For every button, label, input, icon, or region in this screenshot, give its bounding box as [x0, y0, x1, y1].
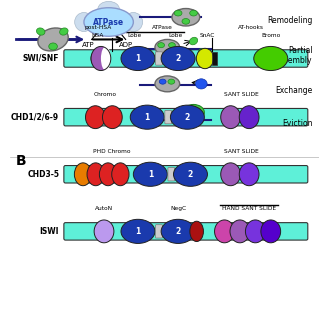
Text: ATPase: ATPase: [93, 18, 124, 27]
FancyBboxPatch shape: [165, 110, 172, 124]
Bar: [212, 52, 217, 65]
FancyBboxPatch shape: [168, 168, 175, 181]
Text: Remodeling: Remodeling: [267, 16, 312, 25]
Ellipse shape: [245, 220, 265, 243]
Text: PHD Chromo: PHD Chromo: [93, 149, 131, 154]
Ellipse shape: [124, 12, 143, 32]
Ellipse shape: [159, 79, 166, 84]
Text: post-HSA: post-HSA: [84, 25, 111, 30]
Text: AT-hooks: AT-hooks: [238, 25, 264, 30]
Text: HSA: HSA: [92, 33, 104, 38]
Text: Eviction: Eviction: [282, 119, 312, 128]
Text: Lobe: Lobe: [168, 33, 182, 38]
FancyBboxPatch shape: [64, 50, 308, 67]
Text: SnAC: SnAC: [200, 33, 215, 38]
Text: HAND SANT SLIDE: HAND SANT SLIDE: [222, 206, 276, 211]
Ellipse shape: [161, 46, 195, 70]
Ellipse shape: [182, 19, 190, 24]
Ellipse shape: [36, 28, 45, 35]
Ellipse shape: [91, 46, 111, 70]
Ellipse shape: [49, 43, 57, 50]
FancyBboxPatch shape: [64, 165, 308, 183]
Ellipse shape: [75, 12, 93, 32]
Ellipse shape: [183, 105, 204, 120]
Text: AutoN: AutoN: [95, 206, 113, 211]
FancyBboxPatch shape: [156, 52, 162, 65]
Ellipse shape: [112, 163, 129, 186]
Text: 2: 2: [175, 54, 181, 63]
Text: NegC: NegC: [170, 206, 186, 211]
Ellipse shape: [158, 43, 164, 48]
Ellipse shape: [189, 37, 198, 45]
Ellipse shape: [94, 220, 114, 243]
FancyBboxPatch shape: [64, 223, 308, 240]
Ellipse shape: [221, 106, 241, 129]
Ellipse shape: [230, 220, 250, 243]
Ellipse shape: [239, 106, 259, 129]
Text: Lobe: Lobe: [128, 33, 142, 38]
Text: Partial
disassembly: Partial disassembly: [265, 46, 312, 65]
Text: 1: 1: [135, 227, 140, 236]
Text: CHD1/2/6-9: CHD1/2/6-9: [11, 113, 59, 122]
Text: SANT SLIDE: SANT SLIDE: [224, 92, 259, 97]
Ellipse shape: [101, 46, 111, 70]
Ellipse shape: [102, 106, 122, 129]
Ellipse shape: [173, 162, 207, 186]
Ellipse shape: [100, 163, 117, 186]
Text: 1: 1: [148, 170, 153, 179]
Ellipse shape: [254, 46, 288, 70]
Ellipse shape: [74, 163, 92, 186]
Text: ISWI: ISWI: [40, 227, 59, 236]
Ellipse shape: [221, 163, 241, 186]
Text: 2: 2: [175, 227, 181, 236]
Ellipse shape: [168, 79, 175, 84]
Ellipse shape: [261, 220, 281, 243]
Ellipse shape: [38, 28, 68, 51]
Ellipse shape: [196, 48, 214, 69]
Ellipse shape: [85, 106, 105, 129]
Ellipse shape: [84, 8, 133, 36]
Ellipse shape: [190, 221, 204, 242]
Text: Bromo: Bromo: [261, 33, 280, 38]
Ellipse shape: [214, 220, 234, 243]
Ellipse shape: [161, 219, 195, 244]
Ellipse shape: [155, 76, 180, 92]
Text: ATPase: ATPase: [152, 25, 173, 30]
FancyBboxPatch shape: [156, 225, 162, 238]
Text: Chromo: Chromo: [94, 92, 117, 97]
Text: SANT SLIDE: SANT SLIDE: [224, 149, 259, 154]
Text: 1: 1: [135, 54, 140, 63]
Ellipse shape: [130, 105, 164, 129]
Ellipse shape: [60, 28, 68, 35]
Ellipse shape: [174, 10, 182, 16]
Text: 2: 2: [188, 170, 193, 179]
Ellipse shape: [172, 9, 200, 26]
Ellipse shape: [87, 163, 104, 186]
Text: SWI/SNF: SWI/SNF: [23, 54, 59, 63]
Text: 2: 2: [185, 113, 190, 122]
Ellipse shape: [121, 46, 155, 70]
Ellipse shape: [239, 163, 259, 186]
Ellipse shape: [190, 10, 197, 16]
Ellipse shape: [133, 162, 167, 186]
Ellipse shape: [199, 49, 207, 56]
Text: B: B: [16, 154, 27, 168]
Ellipse shape: [98, 1, 119, 17]
Ellipse shape: [155, 39, 180, 55]
Text: ATP: ATP: [82, 42, 95, 48]
Text: CHD3-5: CHD3-5: [27, 170, 59, 179]
Text: Exchange: Exchange: [275, 86, 312, 95]
Ellipse shape: [121, 219, 155, 244]
FancyBboxPatch shape: [64, 108, 308, 126]
Text: 1: 1: [145, 113, 150, 122]
Wedge shape: [91, 48, 101, 69]
Text: ADP: ADP: [119, 42, 133, 48]
Ellipse shape: [169, 43, 175, 48]
Ellipse shape: [170, 105, 204, 129]
Ellipse shape: [196, 79, 207, 89]
